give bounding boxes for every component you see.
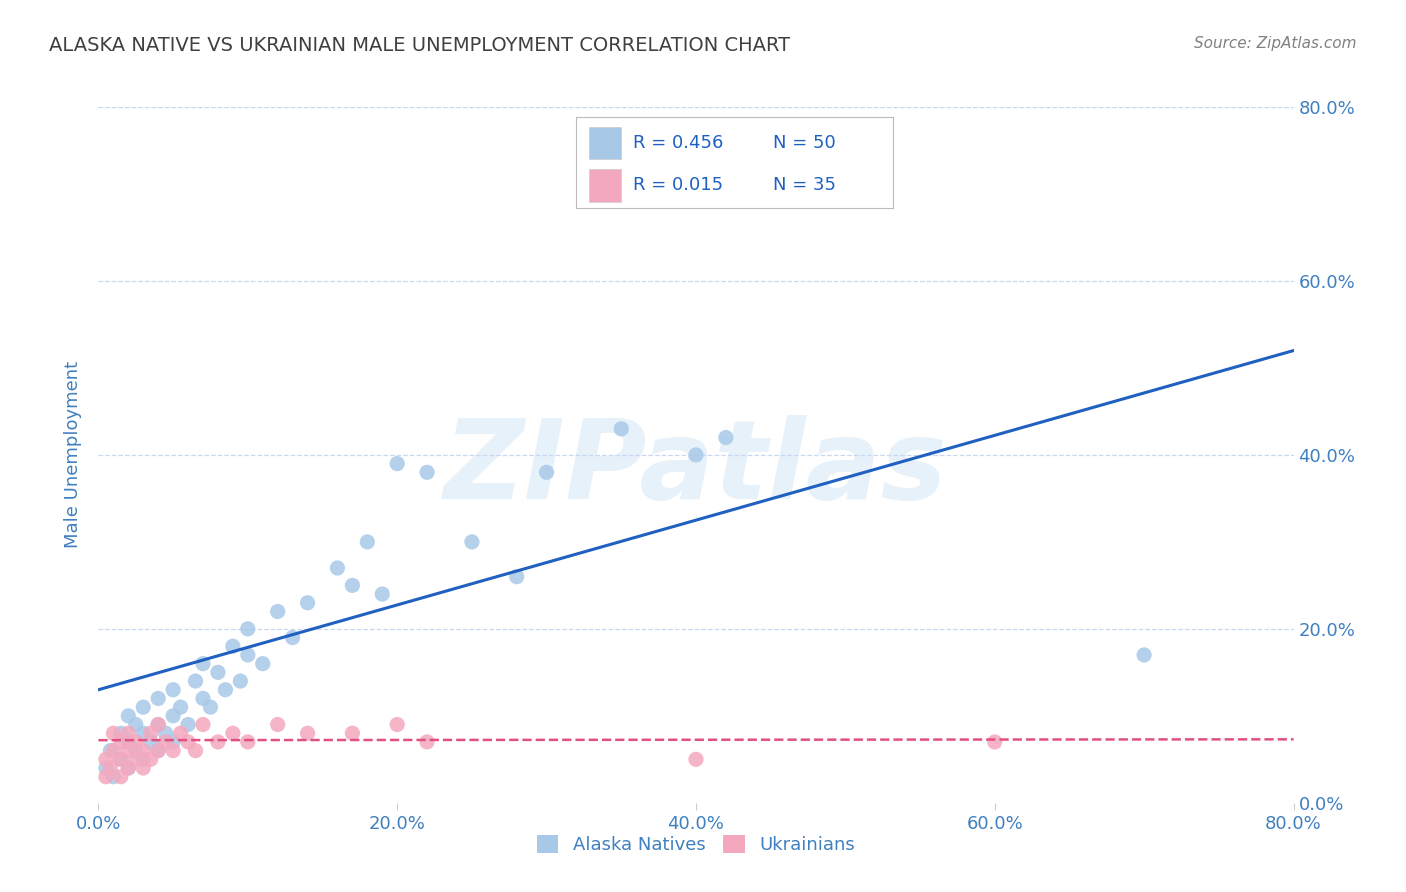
Point (252, 657, 274, 671)
Point (125, 752, 148, 766)
Point (610, 422, 633, 436)
Point (148, 717, 170, 731)
Point (1133, 648, 1156, 662)
Point (148, 744, 170, 758)
Point (229, 674, 252, 689)
Point (103, 744, 125, 758)
Point (132, 700, 155, 714)
Point (132, 761, 155, 775)
Point (371, 587, 394, 601)
Y-axis label: Male Unemployment: Male Unemployment (65, 361, 83, 549)
Point (207, 735, 229, 749)
Point (297, 596, 319, 610)
Point (177, 735, 200, 749)
Point (117, 761, 139, 775)
Point (356, 534, 378, 549)
Point (117, 726, 139, 740)
Point (94, 770, 117, 784)
Point (184, 674, 207, 689)
Point (222, 726, 245, 740)
Point (103, 726, 125, 740)
Point (125, 744, 148, 758)
Point (110, 726, 132, 740)
Point (155, 735, 177, 749)
Point (236, 622, 259, 636)
Point (117, 744, 139, 758)
Point (342, 578, 364, 592)
Text: ALASKA NATIVE VS UKRAINIAN MALE UNEMPLOYMENT CORRELATION CHART: ALASKA NATIVE VS UKRAINIAN MALE UNEMPLOY… (49, 36, 790, 54)
Point (132, 752, 155, 766)
Point (506, 570, 529, 584)
Point (222, 639, 245, 653)
Point (536, 466, 558, 480)
Point (169, 726, 191, 740)
Point (200, 700, 222, 714)
Point (191, 657, 214, 671)
Point (103, 770, 125, 784)
Point (416, 735, 439, 749)
Point (685, 448, 707, 462)
Point (132, 744, 155, 758)
Text: Source: ZipAtlas.com: Source: ZipAtlas.com (1194, 36, 1357, 51)
Point (139, 726, 162, 740)
Point (132, 726, 155, 740)
Point (267, 717, 290, 731)
Point (110, 735, 132, 749)
Point (162, 735, 184, 749)
Point (117, 761, 139, 775)
Point (281, 631, 304, 645)
Point (110, 770, 132, 784)
Point (461, 534, 484, 549)
Point (184, 744, 207, 758)
Point (148, 717, 170, 731)
Point (416, 466, 439, 480)
Point (236, 735, 259, 749)
Text: ZIPatlas: ZIPatlas (444, 416, 948, 523)
Point (236, 648, 259, 662)
Point (177, 717, 200, 731)
Point (162, 744, 184, 758)
Point (98, 744, 122, 758)
Point (94, 752, 117, 766)
Point (984, 735, 1007, 749)
Point (342, 726, 364, 740)
Point (94, 761, 117, 775)
Point (139, 735, 162, 749)
Point (385, 457, 409, 471)
Point (169, 700, 191, 714)
Point (162, 708, 184, 723)
Legend: Alaska Natives, Ukrainians: Alaska Natives, Ukrainians (527, 826, 865, 863)
Point (117, 735, 139, 749)
Point (155, 726, 177, 740)
Point (267, 605, 290, 619)
Point (207, 665, 229, 680)
Point (98, 761, 122, 775)
Point (191, 717, 214, 731)
Point (117, 708, 139, 723)
Point (685, 752, 707, 766)
Point (326, 561, 349, 575)
Point (125, 735, 148, 749)
Point (110, 752, 132, 766)
Point (139, 752, 162, 766)
Point (110, 752, 132, 766)
Point (297, 726, 319, 740)
Point (148, 691, 170, 706)
Point (148, 744, 170, 758)
Point (714, 430, 737, 444)
Point (125, 717, 148, 731)
Point (191, 691, 214, 706)
Point (214, 682, 236, 697)
Point (162, 682, 184, 697)
Point (385, 717, 409, 731)
